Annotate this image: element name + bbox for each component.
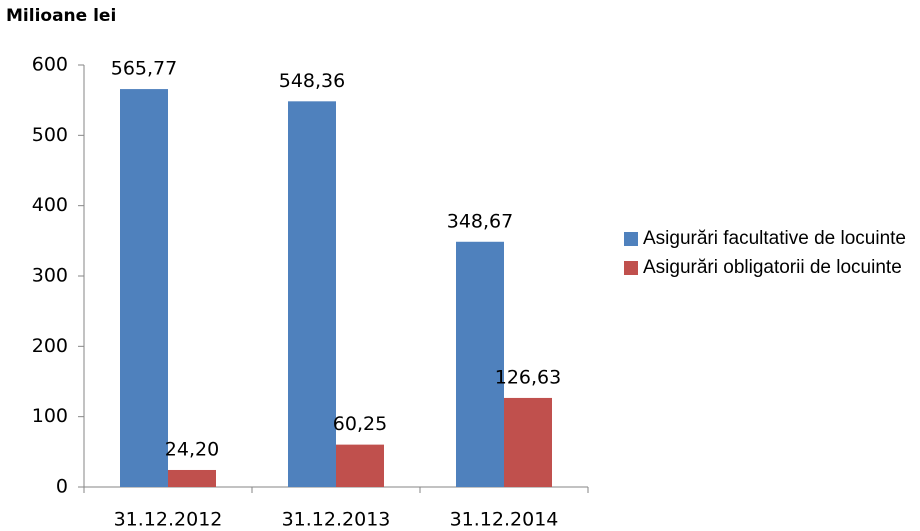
y-tick-label: 0 bbox=[56, 476, 68, 498]
y-tick-label: 300 bbox=[32, 265, 68, 287]
x-tick-label: 31.12.2014 bbox=[450, 509, 559, 531]
legend-item: Asigurări facultative de locuinte bbox=[624, 226, 920, 251]
bar bbox=[336, 444, 384, 487]
bar bbox=[168, 469, 216, 487]
legend-label: Asigurări obligatorii de locuinte bbox=[643, 257, 902, 278]
y-tick-label: 500 bbox=[32, 124, 68, 146]
x-tick-label: 31.12.2013 bbox=[282, 509, 391, 531]
legend-swatch bbox=[624, 232, 638, 246]
y-tick-label: 100 bbox=[32, 405, 68, 427]
bar bbox=[288, 101, 336, 488]
y-tick-label: 400 bbox=[32, 194, 68, 216]
legend-swatch bbox=[624, 261, 638, 275]
data-label: 548,36 bbox=[279, 70, 345, 92]
legend-item: Asigurări obligatorii de locuinte bbox=[624, 255, 920, 280]
data-label: 24,20 bbox=[165, 438, 219, 460]
bar bbox=[504, 397, 552, 487]
chart-title: Milioane lei bbox=[6, 6, 117, 26]
data-label: 126,63 bbox=[495, 366, 561, 388]
legend: Asigurări facultative de locuinte Asigură… bbox=[624, 226, 920, 284]
legend-label: Asigurări facultative de locuinte bbox=[643, 228, 906, 249]
bar bbox=[456, 241, 504, 487]
x-tick-label: 31.12.2012 bbox=[114, 509, 223, 531]
y-tick-label: 600 bbox=[32, 54, 68, 76]
bar bbox=[120, 89, 168, 487]
y-tick-label: 200 bbox=[32, 335, 68, 357]
data-label: 565,77 bbox=[111, 58, 177, 80]
data-label: 348,67 bbox=[447, 210, 513, 232]
data-label: 60,25 bbox=[333, 413, 387, 435]
